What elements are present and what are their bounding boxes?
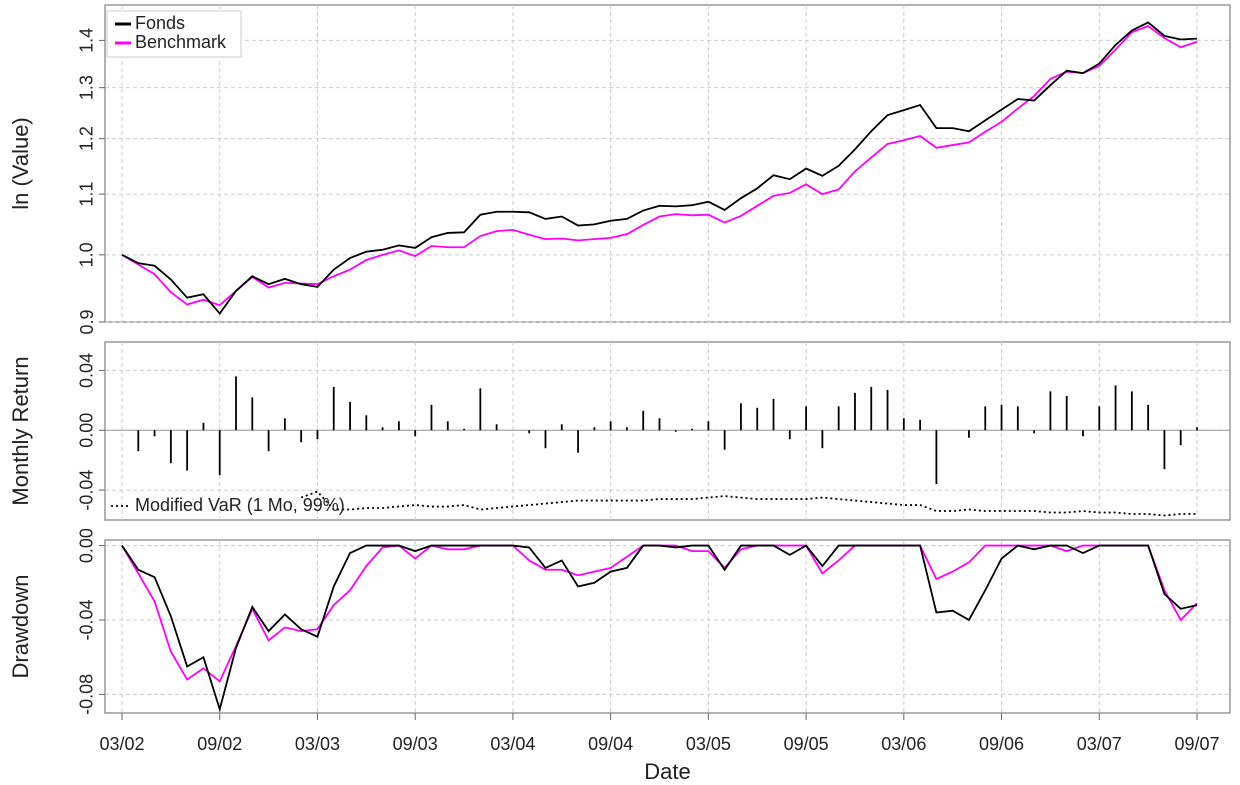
x-tick-label: 09/06: [979, 734, 1024, 754]
y-tick-label: 0.9: [77, 309, 97, 334]
series-line: [121, 21, 1198, 316]
y-tick-label: -0.08: [77, 674, 97, 715]
series-line: [121, 544, 1198, 713]
y-tick-label: 1.2: [77, 126, 97, 151]
panel-frame: [104, 341, 1231, 521]
legend-label: Benchmark: [135, 32, 227, 52]
var-line: [300, 490, 1197, 517]
x-tick-label: 09/05: [784, 734, 829, 754]
series-line: [121, 544, 1198, 683]
y-tick-label: 1.1: [77, 182, 97, 207]
legend-label: Fonds: [135, 13, 185, 33]
y-axis-title: ln (Value): [8, 117, 33, 210]
panel-frame: [104, 4, 1231, 323]
y-tick-label: 0.00: [77, 413, 97, 448]
series-line: [121, 24, 1198, 307]
y-tick-label: -0.04: [77, 599, 97, 640]
x-axis-title: Date: [644, 759, 690, 784]
y-tick-label: 0.00: [77, 528, 97, 563]
x-tick-label: 03/03: [295, 734, 340, 754]
x-tick-label: 09/03: [393, 734, 438, 754]
y-tick-label: -0.04: [77, 470, 97, 511]
x-tick-label: 03/06: [881, 734, 926, 754]
y-tick-label: 1.0: [77, 242, 97, 267]
y-axis-title: Drawdown: [8, 575, 33, 679]
y-tick-label: 1.3: [77, 75, 97, 100]
legend-label: Modified VaR (1 Mo, 99%): [135, 495, 345, 515]
panel-frame: [104, 539, 1231, 714]
x-tick-label: 03/02: [99, 734, 144, 754]
x-tick-label: 03/07: [1077, 734, 1122, 754]
x-tick-label: 09/07: [1174, 734, 1219, 754]
y-axis-title: Monthly Return: [8, 356, 33, 505]
legend-box: [106, 10, 242, 58]
x-tick-label: 03/04: [490, 734, 535, 754]
x-tick-label: 09/04: [588, 734, 633, 754]
y-tick-label: 1.4: [77, 28, 97, 53]
x-tick-label: 09/02: [197, 734, 242, 754]
y-tick-label: 0.04: [77, 353, 97, 388]
x-tick-label: 03/05: [686, 734, 731, 754]
